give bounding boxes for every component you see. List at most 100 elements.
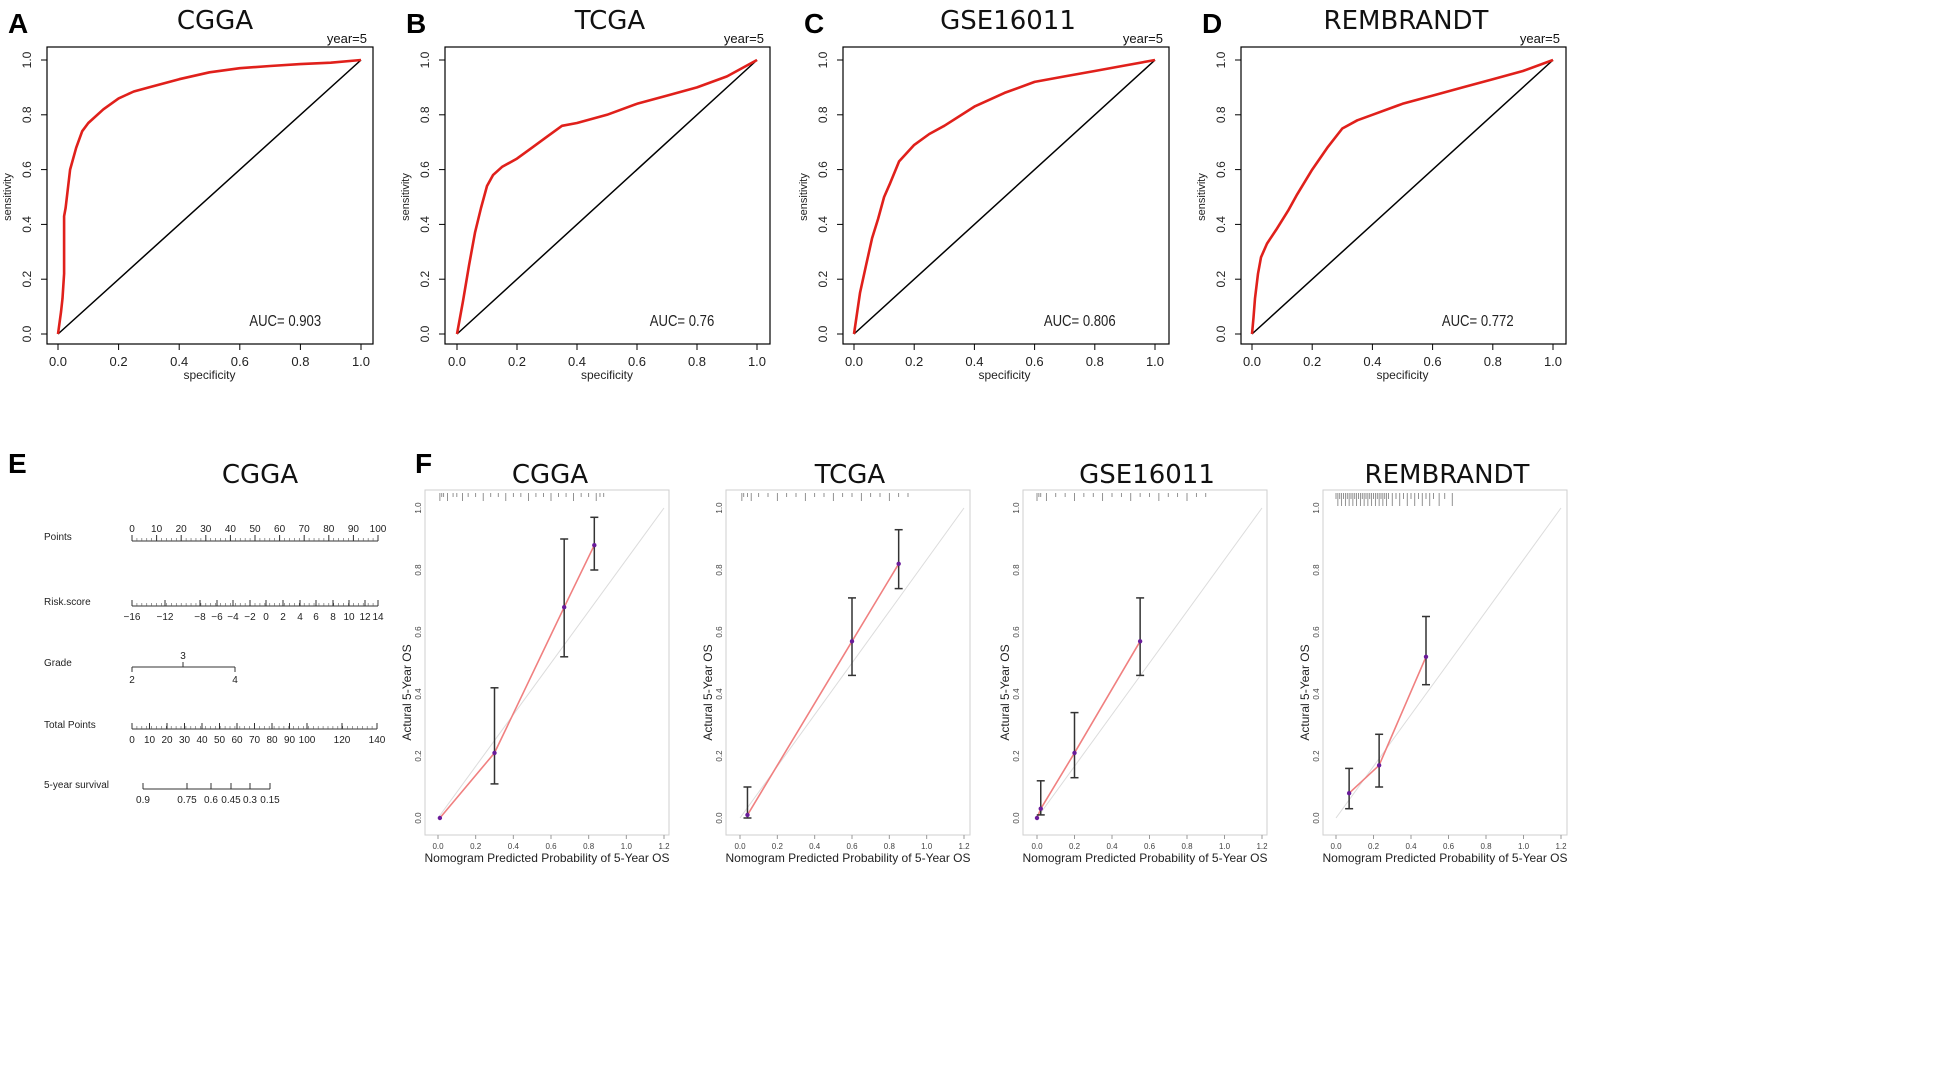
nomogram-tick-label: 30 [179, 735, 191, 746]
roc-curve-tcga [455, 58, 758, 335]
roc-curve-gse16011 [852, 58, 1156, 335]
cal-x-tick-label-gse16011: 0.0 [1031, 842, 1043, 851]
plot-frame-tcga [444, 46, 771, 345]
cal-y-tick-label-cgga: 0.6 [414, 626, 423, 638]
nomogram-row-label-1: Risk.score [44, 597, 91, 608]
ideal-line-rembrandt [1335, 507, 1562, 819]
nomogram-tick-label: −8 [194, 612, 206, 623]
cal-x-tick-label-gse16011: 1.2 [1256, 842, 1268, 851]
nomogram-tick-label: 4 [297, 612, 303, 623]
nomogram-tick-label: 50 [214, 735, 226, 746]
cal-y-tick-label-rembrandt: 0.0 [1312, 812, 1321, 824]
nomogram-tick-label: 12 [359, 612, 371, 623]
nomogram-tick-label: −12 [157, 612, 174, 623]
x-tick-label-gse16011: 0.0 [845, 354, 863, 369]
nomogram-tick-label: −4 [227, 612, 239, 623]
nomogram-tick-label: 140 [369, 735, 386, 746]
reference-line-gse16011 [853, 59, 1156, 335]
calibration-point-cgga [592, 543, 597, 548]
nomogram-tick-label: 0.6 [204, 795, 218, 806]
y-tick-label-cgga: 1.0 [20, 51, 34, 68]
cal-x-tick-label-cgga: 1.2 [658, 842, 670, 851]
calibration-point-rembrandt [1376, 763, 1382, 768]
x-tick-label-tcga: 0.6 [628, 354, 646, 369]
nomogram-row-label-3: Total Points [44, 720, 96, 731]
y-tick-label-gse16011: 0.6 [816, 161, 830, 178]
nomogram-tick-label: 70 [249, 735, 261, 746]
plot-frame-cgga [46, 46, 374, 345]
panel-letter-a: A [8, 8, 29, 39]
cal-x-tick-label-gse16011: 0.2 [1069, 842, 1081, 851]
nomogram-tick-label: 100 [370, 524, 387, 535]
y-tick-label-rembrandt: 0.6 [1214, 161, 1228, 178]
cal-x-tick-label-tcga: 0.6 [846, 842, 858, 851]
calibration-point-tcga [849, 639, 855, 644]
calibration-point-cgga [561, 605, 567, 610]
cal-x-tick-label-rembrandt: 0.2 [1368, 842, 1380, 851]
y-tick-label-gse16011: 0.4 [816, 216, 830, 233]
calibration-point-gse16011 [1034, 815, 1040, 821]
ideal-line-gse16011 [1036, 507, 1263, 819]
y-axis-label-cgga: sensitivity [2, 173, 14, 221]
cal-title-rembrandt: REMBRANDT [1364, 460, 1530, 490]
nomogram-tick-label: 10 [151, 524, 163, 535]
nomogram-tick-label: 0.9 [136, 795, 150, 806]
year-label-cgga: year=5 [327, 31, 367, 46]
x-tick-label-rembrandt: 0.8 [1484, 354, 1502, 369]
calibration-point-tcga [896, 561, 901, 566]
x-tick-label-tcga: 0.4 [568, 354, 586, 369]
cal-x-tick-label-tcga: 0.2 [772, 842, 784, 851]
y-tick-label-cgga: 0.0 [20, 325, 34, 342]
x-tick-label-gse16011: 0.2 [905, 354, 923, 369]
cal-y-axis-label-tcga: Actural 5-Year OS [701, 644, 715, 740]
x-tick-label-gse16011: 0.6 [1026, 354, 1044, 369]
panel-letter-b: B [406, 8, 427, 39]
cal-frame-tcga [725, 489, 971, 836]
nomogram-tick-label: −16 [124, 612, 141, 623]
x-tick-label-gse16011: 1.0 [1146, 354, 1164, 369]
x-tick-label-tcga: 0.2 [508, 354, 526, 369]
cal-x-tick-label-tcga: 1.2 [958, 842, 970, 851]
cal-y-tick-label-tcga: 0.2 [715, 750, 724, 762]
x-tick-label-tcga: 1.0 [748, 354, 766, 369]
y-tick-label-gse16011: 0.0 [816, 325, 830, 342]
y-axis-label-rembrandt: sensitivity [1196, 173, 1208, 221]
nomogram-row-label-0: Points [44, 532, 72, 543]
cal-x-tick-label-cgga: 0.8 [583, 842, 595, 851]
cal-x-tick-label-tcga: 0.4 [809, 842, 821, 851]
y-tick-label-cgga: 0.6 [20, 161, 34, 178]
reference-line-cgga [57, 59, 362, 335]
cal-y-tick-label-tcga: 0.4 [715, 688, 724, 700]
reference-line-rembrandt [1251, 59, 1554, 335]
cal-x-tick-label-rembrandt: 0.8 [1480, 842, 1492, 851]
x-tick-label-rembrandt: 0.6 [1424, 354, 1442, 369]
calibration-line-cgga [439, 544, 596, 819]
y-tick-label-rembrandt: 0.8 [1214, 106, 1228, 123]
cal-title-cgga: CGGA [511, 460, 589, 490]
nomogram-tick-label: 80 [323, 524, 335, 535]
y-tick-label-rembrandt: 0.4 [1214, 216, 1228, 233]
nomogram-tick-label: 80 [266, 735, 278, 746]
cal-y-tick-label-gse16011: 0.6 [1012, 626, 1021, 638]
y-tick-label-rembrandt: 1.0 [1214, 51, 1228, 68]
nomogram-tick-label: 50 [249, 524, 261, 535]
cal-x-tick-label-tcga: 0.8 [884, 842, 896, 851]
x-tick-label-cgga: 0.6 [231, 354, 249, 369]
cal-y-tick-label-gse16011: 1.0 [1012, 502, 1021, 514]
x-tick-label-cgga: 0.2 [110, 354, 128, 369]
cal-y-tick-label-gse16011: 0.4 [1012, 688, 1021, 700]
panel-letter-f: F [415, 448, 433, 479]
cal-x-axis-label-cgga: Nomogram Predicted Probability of 5-Year… [424, 851, 669, 865]
cal-x-tick-label-gse16011: 0.4 [1106, 842, 1118, 851]
cal-frame-gse16011 [1022, 489, 1268, 836]
cal-x-tick-label-rembrandt: 0.0 [1330, 842, 1342, 851]
calibration-point-rembrandt [1423, 654, 1429, 659]
x-tick-label-cgga: 0.8 [291, 354, 309, 369]
nomogram-row-label-2: Grade [44, 658, 72, 669]
x-tick-label-cgga: 0.4 [170, 354, 188, 369]
calibration-point-rembrandt [1346, 791, 1352, 796]
cal-y-tick-label-cgga: 0.4 [414, 688, 423, 700]
cal-x-tick-label-cgga: 1.0 [621, 842, 633, 851]
nomogram-tick-label: −6 [211, 612, 223, 623]
